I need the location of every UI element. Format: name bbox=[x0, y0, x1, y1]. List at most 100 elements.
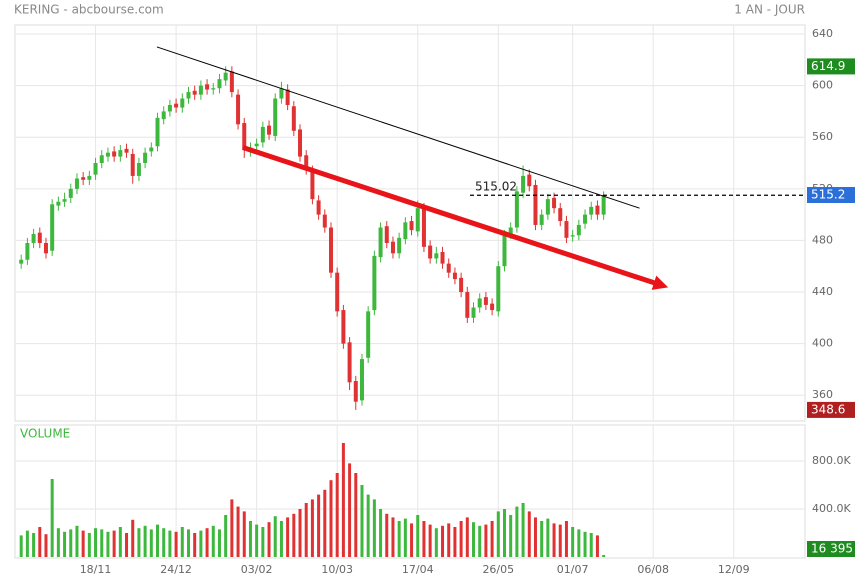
candle-body bbox=[273, 98, 278, 136]
volume-bar bbox=[112, 530, 116, 557]
volume-bar bbox=[459, 521, 463, 557]
volume-bar bbox=[75, 525, 79, 557]
volume-bar bbox=[180, 527, 184, 557]
y-tick-label: 800.0K bbox=[812, 454, 851, 467]
volume-bar bbox=[453, 527, 457, 557]
volume-bar bbox=[465, 517, 469, 557]
candle-body bbox=[136, 163, 141, 176]
candle-body bbox=[161, 111, 166, 120]
volume-bar bbox=[428, 524, 432, 557]
candle-body bbox=[56, 201, 61, 206]
volume-bar bbox=[50, 479, 54, 557]
candle-body bbox=[496, 266, 501, 312]
volume-bar bbox=[509, 515, 513, 557]
volume-bar bbox=[292, 513, 296, 557]
volume-bar bbox=[230, 499, 234, 557]
candle-body bbox=[198, 85, 203, 95]
chart-title: KERING - abcbourse.com bbox=[14, 3, 164, 17]
volume-bar bbox=[502, 509, 506, 557]
volume-bar bbox=[595, 535, 599, 557]
volume-bar bbox=[441, 525, 445, 557]
candle-body bbox=[366, 311, 371, 358]
volume-bar bbox=[583, 531, 587, 557]
volume-bar bbox=[397, 521, 401, 557]
price-badge-label: 515.2 bbox=[811, 188, 845, 202]
volume-bar bbox=[149, 529, 153, 557]
candle-body bbox=[112, 151, 117, 157]
candle-body bbox=[465, 292, 470, 318]
volume-bar bbox=[484, 524, 488, 557]
candle-body bbox=[19, 259, 24, 264]
candle-body bbox=[483, 297, 488, 305]
x-tick-label: 18/11 bbox=[80, 563, 112, 576]
volume-bar bbox=[552, 523, 556, 557]
y-tick-label: 400.0K bbox=[812, 502, 851, 515]
volume-bar bbox=[143, 525, 147, 557]
candle-body bbox=[397, 237, 402, 254]
candle-body bbox=[576, 224, 581, 236]
volume-bar bbox=[38, 527, 42, 557]
candle-body bbox=[403, 222, 408, 240]
volume-bar bbox=[248, 521, 252, 557]
volume-bar bbox=[360, 485, 364, 557]
volume-bar bbox=[372, 499, 376, 557]
candle-body bbox=[421, 208, 426, 247]
volume-bar bbox=[32, 533, 36, 557]
candle-body bbox=[192, 90, 197, 95]
volume-bar bbox=[323, 489, 327, 557]
volume-bar bbox=[558, 524, 562, 557]
volume-bar bbox=[391, 517, 395, 557]
period-label: 1 AN - JOUR bbox=[734, 3, 805, 17]
y-tick-label: 640 bbox=[812, 27, 833, 40]
volume-bar bbox=[422, 521, 426, 557]
candle-body bbox=[31, 233, 36, 243]
price-badge-label: 348.6 bbox=[811, 402, 845, 416]
volume-bar bbox=[236, 506, 240, 557]
volume-bar bbox=[416, 515, 420, 557]
volume-bar bbox=[589, 533, 593, 557]
candle-body bbox=[390, 241, 395, 254]
candle-body bbox=[446, 263, 451, 273]
volume-badge-label: 16 395 bbox=[811, 542, 853, 556]
y-tick-label: 600 bbox=[812, 79, 833, 92]
candle-body bbox=[378, 227, 383, 258]
candle-body bbox=[539, 214, 544, 225]
candle-body bbox=[50, 204, 55, 251]
candle-body bbox=[428, 245, 433, 259]
candle-body bbox=[601, 195, 606, 215]
y-tick-label: 440 bbox=[812, 285, 833, 298]
candle-body bbox=[440, 252, 445, 264]
candle-body bbox=[372, 255, 377, 311]
volume-bar bbox=[205, 528, 209, 557]
candle-body bbox=[452, 272, 457, 280]
candle-body bbox=[87, 175, 92, 180]
candle-body bbox=[310, 170, 315, 200]
x-tick-label: 12/09 bbox=[718, 563, 750, 576]
candle-body bbox=[552, 197, 557, 209]
volume-bar bbox=[19, 535, 23, 557]
volume-bar bbox=[25, 530, 29, 557]
volume-bar bbox=[329, 480, 333, 557]
trendline bbox=[242, 145, 669, 290]
candle-body bbox=[595, 205, 600, 215]
candle-body bbox=[236, 94, 241, 125]
volume-bar bbox=[577, 529, 581, 557]
volume-bar bbox=[379, 509, 383, 557]
volume-bar bbox=[273, 516, 277, 557]
level-label: 515.02 bbox=[475, 180, 517, 194]
volume-bar bbox=[81, 530, 85, 557]
candle-body bbox=[174, 103, 179, 108]
candle-body bbox=[415, 208, 420, 232]
volume-bar bbox=[521, 503, 525, 557]
volume-bar bbox=[335, 473, 339, 557]
volume-bar bbox=[286, 517, 290, 557]
volume-bar bbox=[199, 530, 203, 557]
volume-bar bbox=[267, 522, 271, 557]
volume-bar bbox=[447, 523, 451, 557]
candle-body bbox=[514, 191, 519, 228]
x-tick-label: 17/04 bbox=[402, 563, 434, 576]
volume-bar bbox=[385, 513, 389, 557]
candle-body bbox=[502, 235, 507, 267]
x-tick-label: 10/03 bbox=[321, 563, 353, 576]
volume-bar bbox=[366, 494, 370, 557]
